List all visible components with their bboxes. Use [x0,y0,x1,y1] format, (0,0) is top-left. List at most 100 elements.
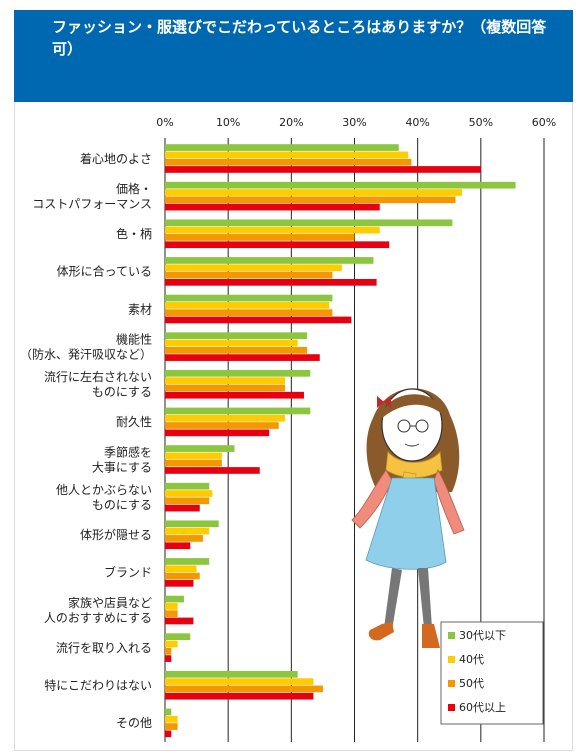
bar [165,278,377,286]
bar [165,647,172,655]
bar [165,241,390,249]
bar [165,377,286,384]
category-label: 他人とかぶらない [56,483,152,497]
category-label: 特にこだわりはない [44,678,152,693]
bar [165,603,178,610]
bar [165,558,210,565]
bar [165,257,374,264]
bar [165,332,308,340]
legend-swatch [448,680,455,687]
category-label: 着心地のよさ [80,151,152,166]
bar [165,670,298,678]
bar [165,527,210,535]
x-tick-label: 40% [405,116,429,129]
bar [165,158,412,166]
bar [165,520,219,528]
bar [165,490,213,497]
bar [165,452,222,460]
category-label: 季節感を [104,444,152,459]
x-tick-label: 10% [216,116,240,129]
x-tick-label: 60% [532,116,556,129]
category-label: 体形が隠せる [80,527,152,542]
bar [165,715,178,723]
bar [165,391,304,399]
x-tick-label: 0% [156,116,173,129]
bar [165,294,333,302]
chart-frame [14,102,573,751]
category-label: 流行に左右されない [44,369,152,384]
bar [165,535,203,542]
girl-illustration [351,388,465,648]
bar [165,196,456,204]
bar [165,640,178,648]
bar [165,309,333,317]
category-label: 家族や店員など [68,595,152,610]
bar [165,354,320,361]
legend: 30代以下 40代 50代 60代以上 [440,621,544,725]
bar [165,633,191,641]
bar [165,572,200,580]
bar [165,181,516,189]
bar [165,407,311,415]
category-label: 人のおすすめにする [44,611,152,625]
bar [165,384,286,392]
category-label: （防水、発汗吸収など） [20,346,152,361]
legend-label: 40代 [459,653,484,666]
bar [165,203,380,211]
legend-swatch [448,656,455,663]
bar [165,708,172,716]
bar [165,189,462,196]
category-labels: 着心地のよさ価格・コストパフォーマンス色・柄体形に合っている素材機能性（防水、発… [20,151,152,730]
chart-title: ファッション・服選びでこだわっているところはありますか？（複数回答可） [52,18,547,58]
category-label: 価格・ [116,181,152,196]
bar [165,414,286,422]
bar [165,504,200,512]
bar [165,264,342,272]
bar [165,497,210,505]
x-tick-label: 20% [279,116,303,129]
category-label: 体形に合っている [57,264,152,279]
x-tick-label: 30% [342,116,366,129]
category-label: ブランド [104,565,152,580]
bar [165,692,314,700]
bar [165,467,260,474]
bar [165,459,222,467]
bar [165,565,197,573]
bar [165,316,352,324]
x-axis-ticks: 0% 10% 20% 30% 40% 50% 60% [156,116,556,129]
bar [165,144,399,151]
bar [165,151,409,159]
bar [165,226,380,234]
category-label: 素材 [128,302,152,316]
category-label: 耐久性 [116,415,152,429]
bar [165,542,191,550]
bar [165,234,355,241]
bar [165,422,279,429]
legend-swatch [448,704,455,711]
bar [165,369,311,377]
x-tick-label: 50% [469,116,493,129]
bar [165,346,308,354]
category-label: 機能性 [116,331,152,346]
bar [165,271,333,279]
bar [165,678,314,685]
legend-label: 30代以下 [459,629,506,642]
legend-swatch [448,632,455,639]
category-label: 大事にする [92,460,152,474]
bar [165,579,194,587]
category-label: コストパフォーマンス [32,197,152,211]
bar [165,617,194,625]
bar [165,166,481,173]
bar [165,339,298,347]
category-label: 流行を取り入れる [56,641,152,655]
bar [165,655,172,662]
bar [165,219,453,227]
bar [165,595,184,603]
category-label: 色・柄 [116,227,152,241]
title-banner [14,10,573,102]
category-label: ものにする [92,385,152,399]
bars [165,144,516,738]
bar [165,429,270,437]
bar [165,445,235,452]
